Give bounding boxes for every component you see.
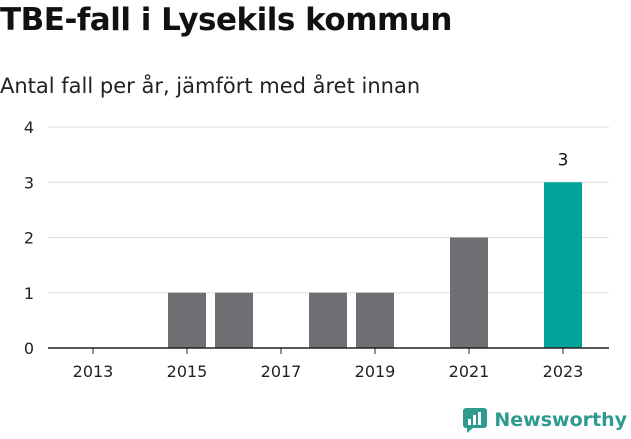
bar — [168, 292, 206, 348]
x-tick-label: 2015 — [167, 362, 208, 381]
chart-subtitle: Antal fall per år, jämfört med året inna… — [0, 74, 421, 98]
bar — [450, 237, 488, 348]
bar-chart: 0 1 2 3 4 3 2013 2015 2017 2019 2021 2023 — [24, 118, 609, 381]
bar — [309, 292, 347, 348]
x-tick-label: 2023 — [543, 362, 584, 381]
brand-logo: Newsworthy — [462, 407, 627, 433]
x-tick-label: 2019 — [355, 362, 396, 381]
y-tick-label: 1 — [24, 284, 34, 303]
bar — [215, 292, 253, 348]
y-tick-label: 4 — [24, 118, 34, 137]
y-tick-label: 3 — [24, 173, 34, 192]
y-tick-label: 0 — [24, 339, 34, 358]
x-tick-label: 2017 — [261, 362, 302, 381]
data-label: 3 — [558, 150, 569, 170]
x-tick-label: 2013 — [73, 362, 114, 381]
bar — [356, 292, 394, 348]
brand-name: Newsworthy — [494, 409, 627, 431]
bar — [544, 182, 582, 348]
x-tick-label: 2021 — [449, 362, 490, 381]
chart-title: TBE-fall i Lysekils kommun — [0, 2, 452, 38]
y-tick-label: 2 — [24, 229, 34, 248]
newsworthy-logo-icon — [463, 408, 488, 433]
